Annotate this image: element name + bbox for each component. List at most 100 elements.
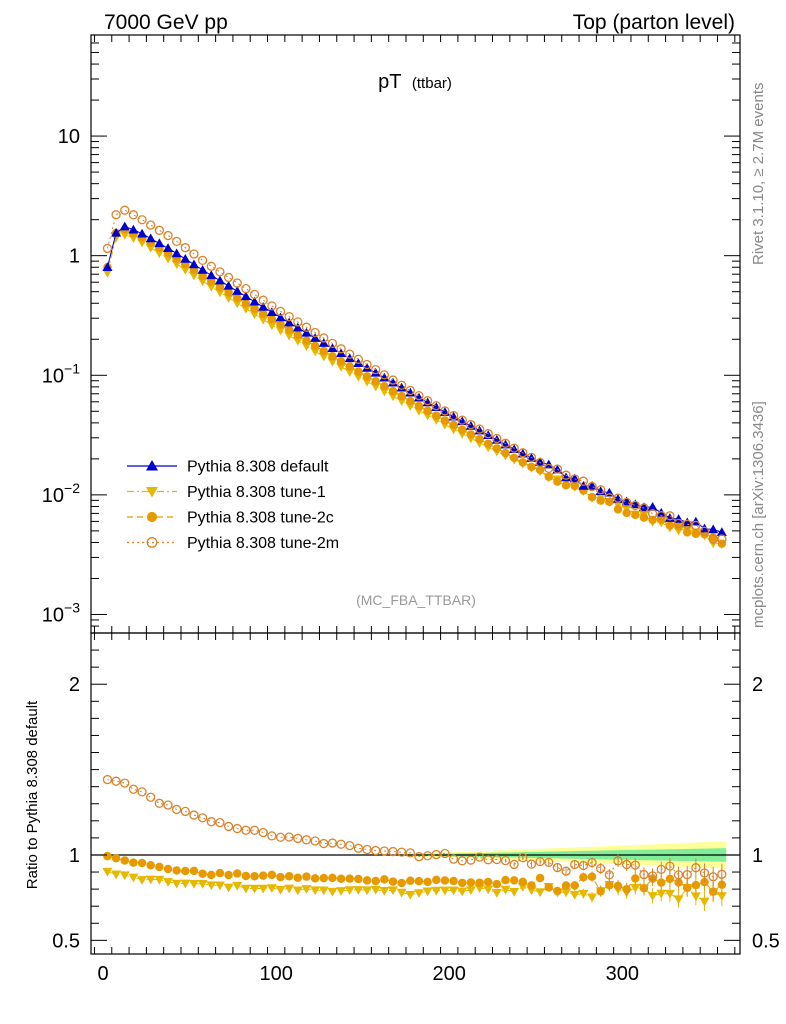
- ratio-point-pythia-8-308-tune-2c: [397, 878, 406, 888]
- main-point-pythia-8-308-tune-1: [275, 326, 286, 336]
- ratio-point-pythia-8-308-tune-2m: [163, 800, 173, 810]
- ratio-point-pythia-8-308-tune-2c: [146, 861, 155, 870]
- main-point-pythia-8-308-tune-2c: [544, 472, 554, 481]
- main-point-pythia-8-308-tune-2m: [284, 311, 294, 322]
- ratio-point-pythia-8-308-tune-2c: [691, 880, 701, 890]
- main-point-pythia-8-308-default: [266, 307, 277, 316]
- main-point-pythia-8-308-default: [612, 494, 623, 503]
- main-point-pythia-8-308-tune-2c: [284, 325, 294, 335]
- ratio-point-pythia-8-308-tune-1: [509, 887, 520, 897]
- ratio-point-pythia-8-308-tune-2m: [362, 844, 372, 855]
- x-tick-label: 100: [259, 963, 292, 985]
- main-point-pythia-8-308-tune-2c: [518, 458, 528, 467]
- main-point-pythia-8-308-tune-1: [197, 277, 208, 287]
- ratio-point-pythia-8-308-tune-1: [457, 887, 468, 897]
- main-point-pythia-8-308-tune-2c: [232, 293, 242, 303]
- ratio-point-pythia-8-308-tune-1: [465, 886, 476, 895]
- ratio-point-pythia-8-308-tune-2m: [717, 869, 727, 879]
- main-point-pythia-8-308-tune-2c: [440, 416, 450, 425]
- main-point-pythia-8-308-tune-1: [362, 377, 373, 387]
- ratio-point-pythia-8-308-tune-2m: [353, 843, 364, 853]
- main-point-pythia-8-308-tune-2c: [665, 521, 675, 530]
- ratio-point-pythia-8-308-tune-2c: [345, 874, 354, 883]
- main-point-pythia-8-308-tune-2m: [673, 518, 684, 529]
- ratio-point-pythia-8-308-tune-2c: [215, 868, 225, 878]
- main-point-pythia-8-308-tune-2c: [302, 336, 311, 345]
- ratio-point-pythia-8-308-tune-1: [344, 886, 355, 895]
- main-point-pythia-8-308-default: [249, 296, 260, 306]
- main-point-pythia-8-308-tune-2m: [570, 474, 580, 484]
- main-point-pythia-8-308-tune-2m: [621, 497, 632, 508]
- ratio-point-pythia-8-308-tune-2m: [102, 774, 113, 785]
- legend-marker-pythia-8-308-tune-2c: [146, 511, 158, 523]
- main-point-pythia-8-308-tune-2c: [293, 330, 303, 340]
- ratio-point-pythia-8-308-tune-2m: [371, 845, 381, 856]
- ratio-point-pythia-8-308-tune-2m: [578, 860, 589, 871]
- main-point-pythia-8-308-default: [370, 367, 381, 377]
- ratio-point-pythia-8-308-tune-1: [206, 881, 217, 891]
- main-point-pythia-8-308-tune-2m: [206, 261, 216, 271]
- main-point-pythia-8-308-tune-1: [163, 254, 174, 264]
- main-point-pythia-8-308-tune-2c: [449, 420, 458, 430]
- main-point-pythia-8-308-tune-2m: [388, 375, 398, 385]
- ratio-point-pythia-8-308-tune-1: [240, 884, 251, 894]
- ratio-point-pythia-8-308-tune-1: [439, 886, 450, 896]
- main-point-pythia-8-308-tune-2c: [336, 357, 346, 366]
- ratio-point-pythia-8-308-tune-1: [405, 890, 416, 900]
- ratio-point-pythia-8-308-tune-2m: [232, 823, 242, 834]
- main-point-pythia-8-308-default: [638, 502, 649, 511]
- x-tick-label: 200: [433, 963, 466, 985]
- main-point-pythia-8-308-tune-2m: [258, 295, 268, 305]
- ratio-point-pythia-8-308-tune-1: [396, 888, 407, 898]
- main-point-pythia-8-308-tune-1: [206, 282, 217, 292]
- ratio-point-pythia-8-308-tune-2m: [414, 852, 424, 862]
- ratio-point-pythia-8-308-tune-2c: [336, 874, 346, 884]
- main-point-pythia-8-308-default: [154, 238, 165, 248]
- x-tick-labels: 0 100 200 300: [98, 963, 639, 985]
- ratio-point-pythia-8-308-tune-2c: [665, 874, 675, 884]
- ratio-point-pythia-8-308-tune-2c: [250, 871, 259, 881]
- ratio-point-pythia-8-308-tune-2m: [397, 847, 407, 857]
- main-point-pythia-8-308-tune-2m: [422, 396, 433, 406]
- main-point-pythia-8-308-tune-2c: [397, 391, 406, 401]
- main-point-pythia-8-308-default: [171, 248, 182, 258]
- analysis-label: (MC_FBA_TTBAR): [356, 592, 476, 608]
- ratio-point-pythia-8-308-tune-2m: [621, 859, 632, 870]
- main-point-pythia-8-308-tune-2m: [544, 463, 554, 474]
- ratio-point-pythia-8-308-tune-1: [284, 884, 295, 894]
- main-point-pythia-8-308-tune-2c: [310, 341, 320, 351]
- ratio-point-pythia-8-308-tune-2m: [267, 831, 277, 841]
- main-point-pythia-8-308-tune-2m: [275, 306, 286, 317]
- main-point-pythia-8-308-tune-2c: [215, 282, 225, 292]
- main-point-pythia-8-308-tune-1: [240, 304, 251, 314]
- ratio-point-pythia-8-308-tune-2m: [111, 776, 121, 786]
- main-point-pythia-8-308-default: [353, 358, 364, 367]
- ratio-point-pythia-8-308-tune-1: [102, 867, 113, 877]
- ratio-point-pythia-8-308-tune-2m: [223, 821, 234, 832]
- main-point-pythia-8-308-default: [206, 270, 217, 280]
- main-point-pythia-8-308-tune-1: [336, 363, 347, 372]
- ratio-point-pythia-8-308-tune-2m: [509, 859, 519, 870]
- main-point-pythia-8-308-tune-2c: [362, 372, 372, 381]
- ratio-point-pythia-8-308-tune-2c: [232, 869, 242, 878]
- main-point-pythia-8-308-tune-1: [180, 265, 191, 275]
- ratio-point-pythia-8-308-tune-2c: [406, 876, 415, 885]
- main-point-pythia-8-308-tune-2m: [128, 210, 139, 220]
- ratio-point-pythia-8-308-tune-2m: [474, 852, 485, 862]
- main-point-pythia-8-308-tune-2c: [258, 309, 268, 319]
- ratio-point-pythia-8-308-tune-2c: [440, 876, 450, 885]
- y-tick-label: 0.5: [52, 930, 80, 952]
- ratio-point-pythia-8-308-tune-2m: [552, 862, 563, 873]
- ratio-point-pythia-8-308-tune-2m: [682, 869, 692, 880]
- main-point-pythia-8-308-tune-2c: [639, 513, 649, 522]
- ratio-point-pythia-8-308-tune-2m: [561, 866, 571, 876]
- ratio-point-pythia-8-308-tune-1: [690, 892, 701, 902]
- ratio-panel: 0.5 0.5 1 1 2 2 0 100 200 300 Ratio to Pythia 8.…: [24, 632, 780, 985]
- main-point-pythia-8-308-tune-2m: [189, 249, 199, 259]
- y-tick-label: 2: [69, 674, 80, 696]
- ratio-point-pythia-8-308-tune-1: [491, 889, 502, 898]
- main-point-pythia-8-308-tune-2m: [500, 438, 511, 448]
- ratio-point-pythia-8-308-tune-2c: [717, 880, 727, 890]
- ratio-point-pythia-8-308-tune-2m: [301, 835, 312, 845]
- main-point-pythia-8-308-tune-2c: [492, 444, 502, 453]
